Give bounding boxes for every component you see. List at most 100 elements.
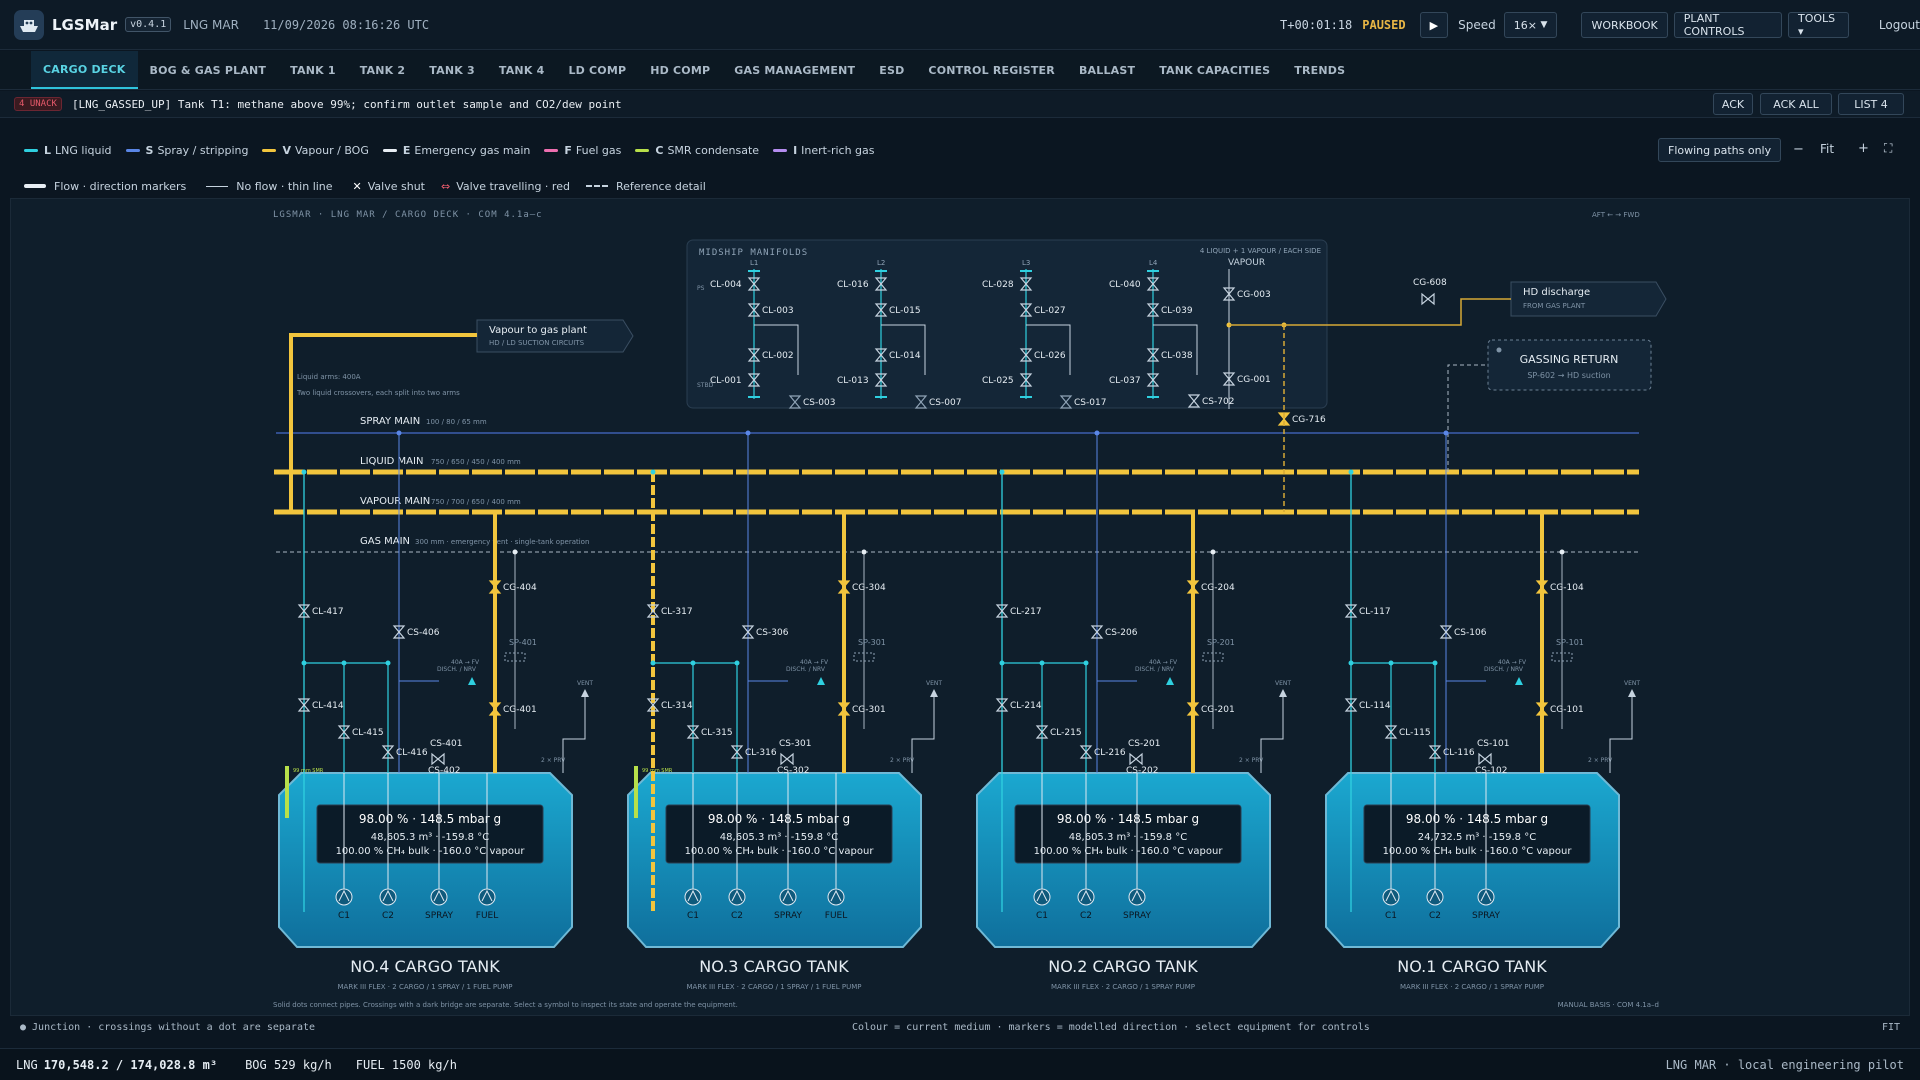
workbook-button[interactable]: WORKBOOK [1581, 12, 1668, 38]
pump-c1[interactable]: C1 [1382, 773, 1400, 921]
valve-cg-301[interactable]: CG-301 [837, 702, 886, 716]
tank-3[interactable]: 98.00 % · 148.5 mbar g 48,605.3 m³ · -159… [627, 430, 942, 992]
ack-button[interactable]: ACK [1713, 93, 1753, 115]
fullscreen-icon[interactable]: ⛶ [1884, 141, 1893, 155]
valve-cl-026[interactable]: CL-026 [1019, 348, 1066, 362]
gassing-return-box[interactable]: GASSING RETURN SP-602 → HD suction [1487, 339, 1652, 391]
valve-cl-014[interactable]: CL-014 [874, 348, 921, 362]
valve-cg-304[interactable]: CG-304 [837, 580, 886, 594]
valve-cl-216[interactable]: CL-216 [1079, 745, 1126, 759]
valve-cs-017[interactable]: CS-017 [1059, 395, 1106, 409]
valve-cl-416[interactable]: CL-416 [381, 745, 428, 759]
valve-cl-027[interactable]: CL-027 [1019, 303, 1066, 317]
valve-cl-417[interactable]: CL-417 [297, 604, 344, 618]
tab-cargo-deck[interactable]: CARGO DECK [31, 51, 138, 89]
pump-c1[interactable]: C1 [1033, 773, 1051, 921]
valve-cg-101[interactable]: CG-101 [1535, 702, 1584, 716]
gassing-return-line[interactable] [1447, 364, 1488, 472]
valve-cs-206[interactable]: CS-206 [1090, 625, 1138, 639]
valve-[interactable] [431, 752, 445, 766]
valve-cl-214[interactable]: CL-214 [995, 698, 1042, 712]
valve-cl-039[interactable]: CL-039 [1146, 303, 1193, 317]
hd-discharge-box[interactable]: HD discharge FROM GAS PLANT [1510, 281, 1667, 317]
valve-[interactable] [1019, 373, 1033, 387]
valve-cg-404[interactable]: CG-404 [488, 580, 537, 594]
pump-spray[interactable]: SPRAY [1472, 773, 1500, 921]
vapour-riser-line[interactable] [289, 333, 477, 512]
pump-c1[interactable]: C1 [335, 773, 353, 921]
tab-tank-1[interactable]: TANK 1 [290, 63, 336, 77]
pump-fuel[interactable]: FUEL [825, 773, 847, 921]
tab-tank-4[interactable]: TANK 4 [498, 63, 545, 77]
valve-cl-114[interactable]: CL-114 [1344, 698, 1391, 712]
tank-1[interactable]: 98.00 % · 148.5 mbar g 24,732.5 m³ · -159… [1325, 430, 1640, 992]
pump-spray[interactable]: SPRAY [1123, 773, 1151, 921]
valve-[interactable] [747, 277, 761, 291]
valve-cl-414[interactable]: CL-414 [297, 698, 344, 712]
valve-[interactable] [1146, 277, 1160, 291]
valve-[interactable] [874, 373, 888, 387]
tab-ballast[interactable]: BALLAST [1078, 63, 1136, 77]
valve-cs-702[interactable]: CS-702 [1187, 394, 1234, 408]
valve-cg-716[interactable]: CG-716 [1277, 412, 1326, 426]
zoom-in-button[interactable]: + [1858, 141, 1869, 156]
speed-select[interactable]: 16× ▼ [1503, 12, 1558, 38]
tab-hd-comp[interactable]: HD COMP [650, 63, 711, 77]
pump-spray[interactable]: SPRAY [774, 773, 802, 921]
tab-bog-gas-plant[interactable]: BOG & GAS PLANT [149, 63, 267, 77]
valve-cs-306[interactable]: CS-306 [741, 625, 789, 639]
alarm-list-button[interactable]: LIST 4 [1838, 93, 1904, 115]
valve-cg-401[interactable]: CG-401 [488, 702, 537, 716]
valve-[interactable] [1421, 292, 1435, 306]
tools-menu-button[interactable]: TOOLS ▾ [1788, 12, 1849, 38]
tab-ld-comp[interactable]: LD COMP [568, 63, 627, 77]
valve-[interactable] [780, 752, 794, 766]
valve-cl-316[interactable]: CL-316 [730, 745, 777, 759]
plant-controls-button[interactable]: PLANT CONTROLS [1673, 12, 1783, 38]
valve-cs-106[interactable]: CS-106 [1439, 625, 1487, 639]
valve-cl-038[interactable]: CL-038 [1146, 348, 1193, 362]
valve-[interactable] [1019, 277, 1033, 291]
tab-esd[interactable]: ESD [879, 63, 905, 77]
tank-4[interactable]: 98.00 % · 148.5 mbar g 48,605.3 m³ · -159… [278, 430, 593, 992]
valve-[interactable] [874, 277, 888, 291]
fit-indicator[interactable]: FIT [1881, 1021, 1900, 1033]
valve-cl-217[interactable]: CL-217 [995, 604, 1042, 618]
flowing-paths-toggle[interactable]: Flowing paths only [1658, 138, 1782, 162]
ack-all-button[interactable]: ACK ALL [1760, 93, 1832, 115]
valve-cl-315[interactable]: CL-315 [686, 725, 733, 739]
valve-cl-314[interactable]: CL-314 [646, 698, 693, 712]
valve-cg-001[interactable]: CG-001 [1222, 372, 1271, 386]
valve-cg-201[interactable]: CG-201 [1186, 702, 1235, 716]
tab-tank-2[interactable]: TANK 2 [359, 63, 406, 77]
valve-cl-003[interactable]: CL-003 [747, 303, 794, 317]
tab-tank-3[interactable]: TANK 3 [429, 63, 475, 77]
valve-cg-003[interactable]: CG-003 [1222, 287, 1271, 301]
pump-c2[interactable]: C2 [1426, 773, 1444, 921]
valve-cl-317[interactable]: CL-317 [646, 604, 693, 618]
logout-link[interactable]: Logout [1878, 18, 1920, 32]
valve-cg-204[interactable]: CG-204 [1186, 580, 1235, 594]
valve-[interactable] [1129, 752, 1143, 766]
valve-[interactable] [1478, 752, 1492, 766]
valve-cl-015[interactable]: CL-015 [874, 303, 921, 317]
valve-cs-007[interactable]: CS-007 [914, 395, 961, 409]
hd-line[interactable] [1229, 298, 1511, 326]
vapour-to-gas-plant-box[interactable]: Vapour to gas plant HD / LD SUCTION CIRC… [476, 319, 634, 353]
pump-spray[interactable]: SPRAY [425, 773, 453, 921]
tab-tank-capacities[interactable]: TANK CAPACITIES [1159, 63, 1271, 77]
valve-[interactable] [1146, 373, 1160, 387]
valve-cl-116[interactable]: CL-116 [1428, 745, 1475, 759]
tank-2[interactable]: 98.00 % · 148.5 mbar g 48,605.3 m³ · -159… [976, 430, 1291, 992]
pump-c2[interactable]: C2 [379, 773, 397, 921]
valve-cs-003[interactable]: CS-003 [788, 395, 835, 409]
play-button[interactable]: ▶ [1419, 12, 1449, 38]
valve-cs-406[interactable]: CS-406 [392, 625, 440, 639]
valve-[interactable] [747, 373, 761, 387]
tab-control-register[interactable]: CONTROL REGISTER [928, 63, 1055, 77]
valve-cl-115[interactable]: CL-115 [1384, 725, 1431, 739]
valve-cl-215[interactable]: CL-215 [1035, 725, 1082, 739]
tab-gas-management[interactable]: GAS MANAGEMENT [734, 63, 856, 77]
fit-button[interactable]: Fit [1820, 142, 1835, 156]
valve-cl-002[interactable]: CL-002 [747, 348, 794, 362]
